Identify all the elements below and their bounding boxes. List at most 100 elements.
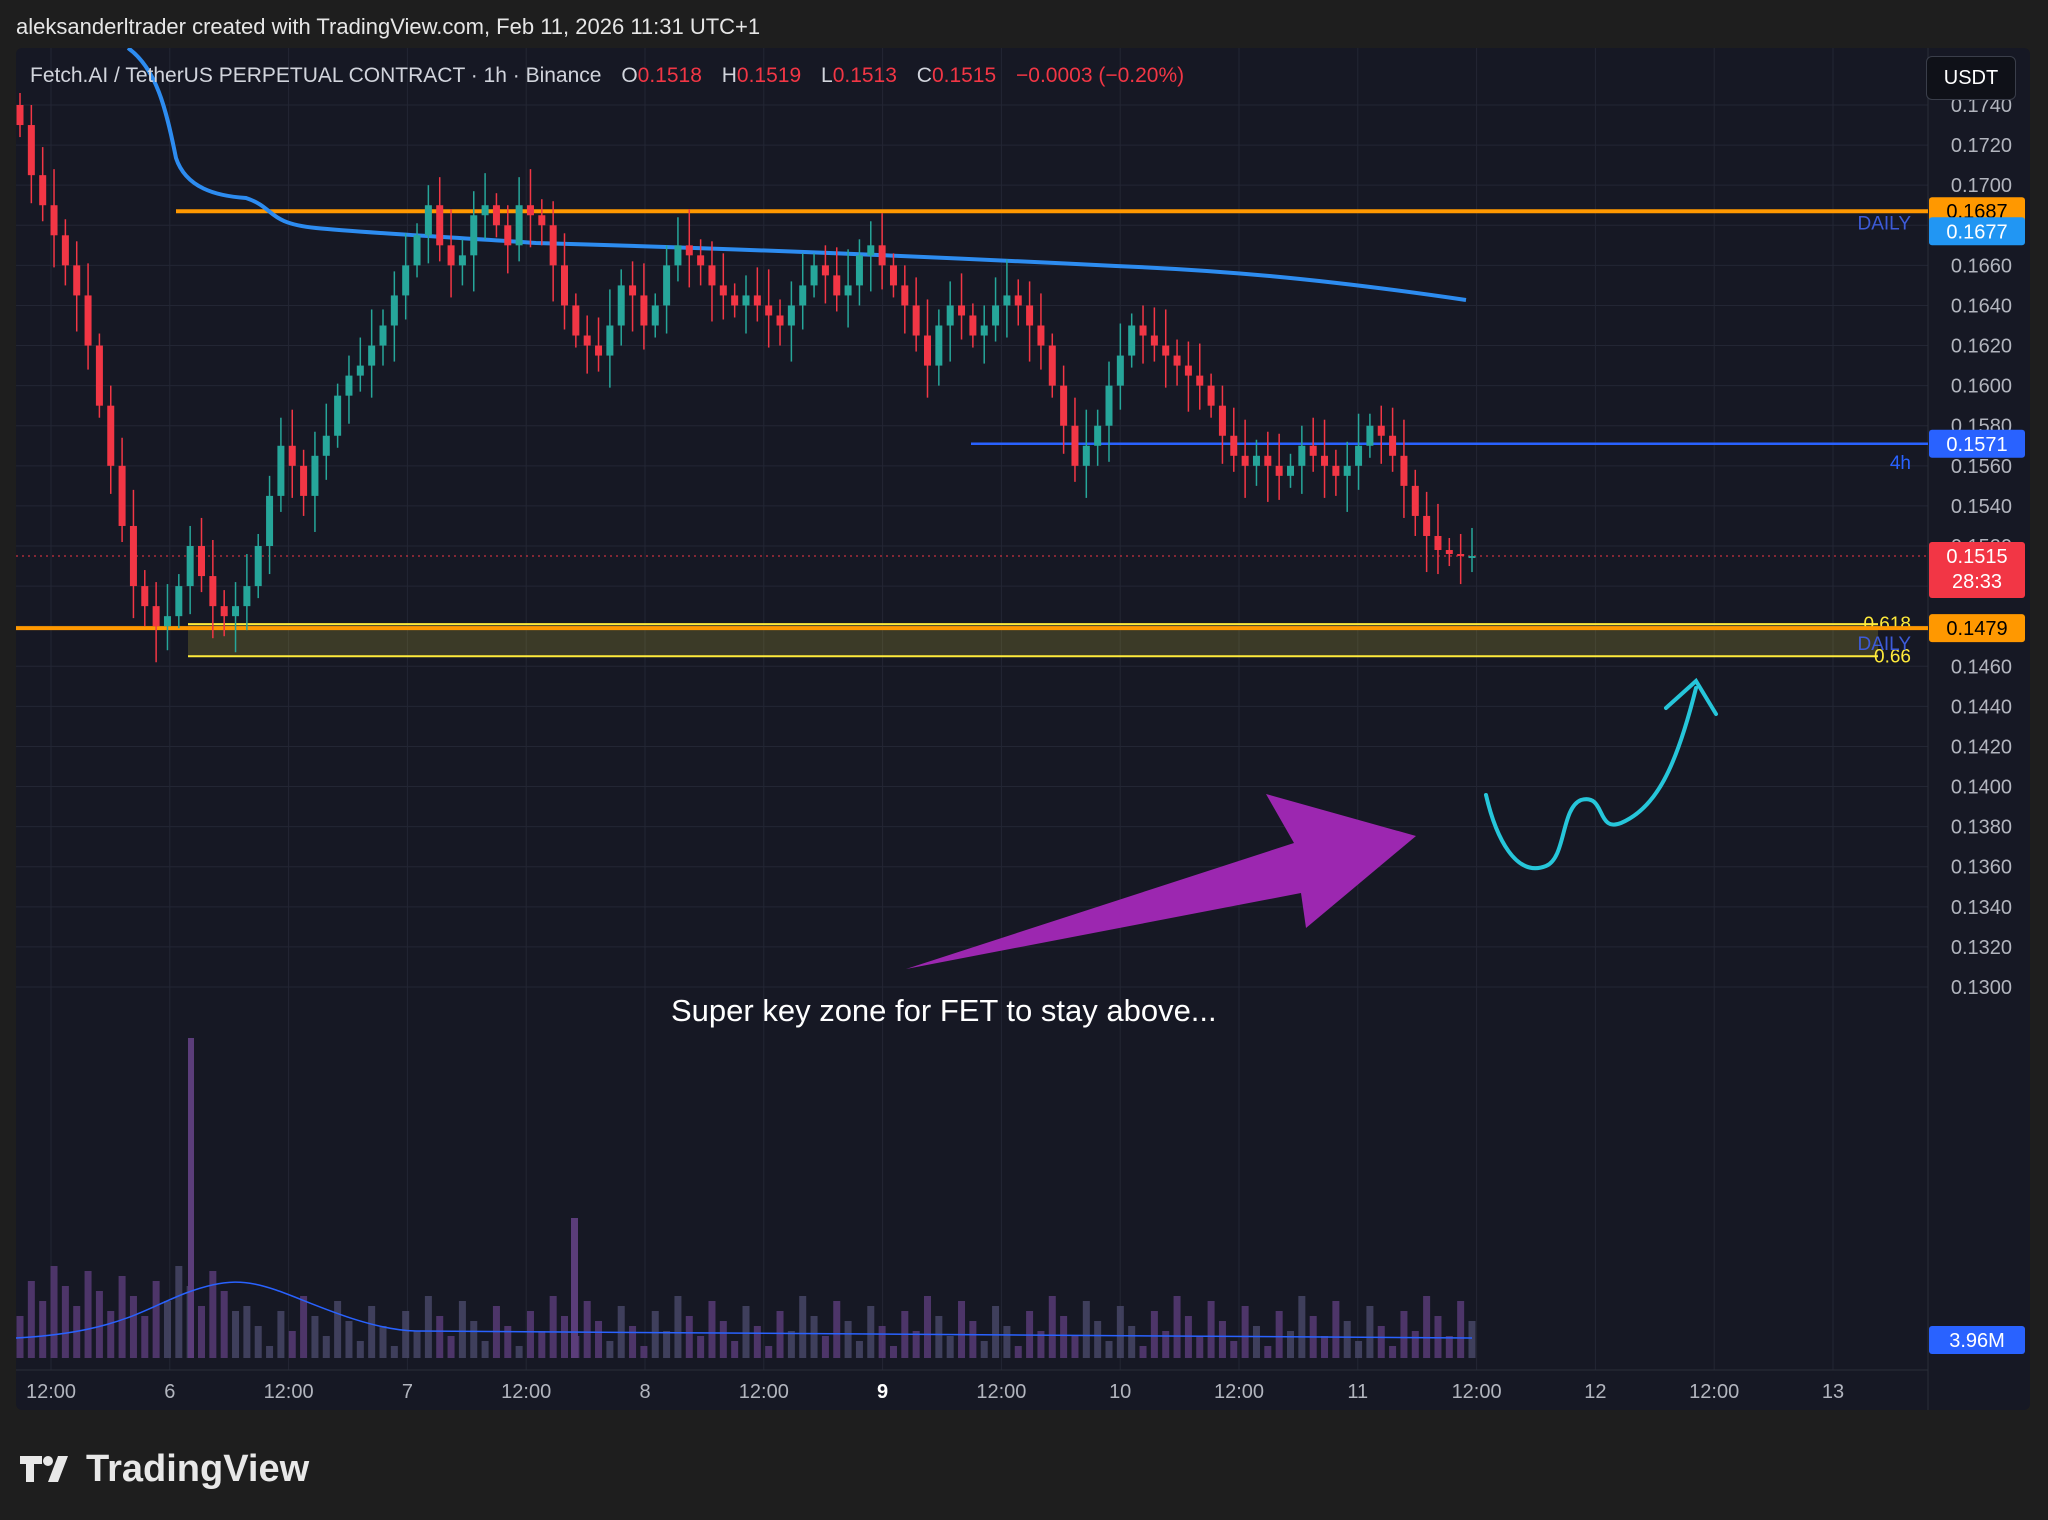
volume-bar [844, 1321, 852, 1358]
chart-panel[interactable]: 0.618 0.66 Super key zone for FET to stay… [16, 48, 2030, 1410]
currency-button[interactable]: USDT [1926, 56, 2016, 100]
candle-body [1332, 465, 1340, 476]
volume-bar [821, 1336, 829, 1358]
candle-body [1037, 325, 1045, 346]
x-tick-label: 7 [402, 1381, 413, 1403]
candle-body [368, 345, 376, 366]
volume-bar [1139, 1346, 1147, 1358]
volume-bar [39, 1301, 47, 1358]
y-tick-label: 0.1600 [1951, 376, 2012, 398]
candle-body [390, 295, 398, 326]
level-side-label: DAILY [1857, 213, 1911, 234]
volume-bar [935, 1316, 943, 1358]
level-tag: 0.1571 [1946, 434, 2007, 456]
volume-tag: 3.96M [1949, 1330, 2005, 1352]
candle-body [753, 295, 761, 306]
candle-body [787, 305, 795, 326]
candle-body [1400, 455, 1408, 486]
candle-body [697, 255, 705, 266]
volume-bar [1241, 1306, 1249, 1358]
candle-body [1184, 365, 1192, 376]
volume-bar [753, 1326, 761, 1358]
volume-bar [1411, 1331, 1419, 1358]
candle-body [640, 295, 648, 326]
volume-bar [1060, 1316, 1068, 1358]
open-value: 0.1518 [637, 64, 702, 87]
candle-body [606, 325, 614, 356]
candle-body [1071, 425, 1079, 466]
candle-body [152, 606, 160, 627]
x-tick-label: 8 [639, 1381, 650, 1403]
volume-bar [334, 1301, 342, 1358]
candle-body [1241, 455, 1249, 466]
countdown-label: 28:33 [1952, 571, 2002, 593]
candle-body [855, 255, 863, 286]
candle-body [685, 245, 693, 256]
drawings: Super key zone for FET to stay above... [671, 677, 1718, 1028]
candle-body [61, 235, 69, 266]
fib-level-label: 0.66 [1874, 646, 1911, 667]
candle-body [867, 245, 875, 256]
level-tag-bg [1929, 429, 2025, 458]
volume-bar [1423, 1296, 1431, 1358]
volume-bar [787, 1331, 795, 1358]
volume-bar [402, 1311, 410, 1358]
volume-bar [878, 1326, 886, 1358]
volume-bar [277, 1311, 285, 1358]
candle-body [266, 495, 274, 546]
volume-bar [980, 1341, 988, 1358]
candle-body [50, 205, 58, 236]
volume-bar [1230, 1341, 1238, 1358]
candle-body [1003, 295, 1011, 306]
volume-bar [356, 1341, 364, 1358]
grid [16, 48, 1929, 1410]
volume-bar [413, 1331, 421, 1358]
volume-bar [1343, 1321, 1351, 1358]
candle-body [1014, 295, 1022, 306]
candle-body [277, 445, 285, 496]
candle-body [1048, 345, 1056, 386]
candle-body [561, 265, 568, 306]
volume-bar [424, 1296, 432, 1358]
volume-bar [470, 1321, 478, 1358]
candle-body [1389, 435, 1397, 456]
candle-body [1445, 550, 1453, 555]
last-price-bg [1929, 542, 2025, 599]
x-tick-label: 12 [1584, 1381, 1606, 1403]
y-tick-label: 0.1660 [1951, 255, 2012, 277]
volume-bar [912, 1331, 920, 1358]
y-tick-label: 0.1640 [1951, 295, 2012, 317]
candle-body [129, 525, 137, 587]
horizontal-levels [16, 209, 1928, 631]
fib-level-label: 0.618 [1863, 614, 1911, 635]
volume-bar [129, 1296, 137, 1358]
candle-body [1287, 465, 1294, 476]
volume-bar [946, 1336, 954, 1358]
candle-body [651, 305, 659, 326]
volume-bar [1082, 1301, 1090, 1358]
volume-bar [300, 1296, 308, 1358]
tradingview-logo-icon [20, 1456, 68, 1482]
volume-bar [458, 1301, 466, 1358]
candle-body [617, 285, 625, 326]
x-tick-label: 13 [1822, 1381, 1844, 1403]
x-tick-label: 6 [164, 1381, 175, 1403]
volume-bar [1468, 1321, 1476, 1358]
volume-bar [1275, 1311, 1283, 1358]
volume-bar [95, 1291, 103, 1358]
volume-bar [1218, 1321, 1226, 1358]
volume-ma-line [16, 1281, 1473, 1339]
candle-body [731, 295, 739, 306]
volume-bars [16, 1038, 1476, 1358]
volume-bar [719, 1321, 727, 1358]
volume-bar [311, 1316, 319, 1358]
symbol-title: Fetch.AI / TetherUS PERPETUAL CONTRACT ·… [30, 64, 602, 87]
brand-footer: TradingView [20, 1444, 309, 1494]
attribution-text: aleksanderltrader created with TradingVi… [16, 14, 761, 39]
candle-body [1196, 375, 1204, 386]
chart-svg[interactable]: 0.618 0.66 Super key zone for FET to stay… [16, 48, 2030, 1410]
candle-body [1366, 425, 1374, 446]
y-tick-label: 0.1700 [1951, 175, 2012, 197]
volume-bar [538, 1331, 546, 1358]
candle-body [413, 235, 421, 266]
